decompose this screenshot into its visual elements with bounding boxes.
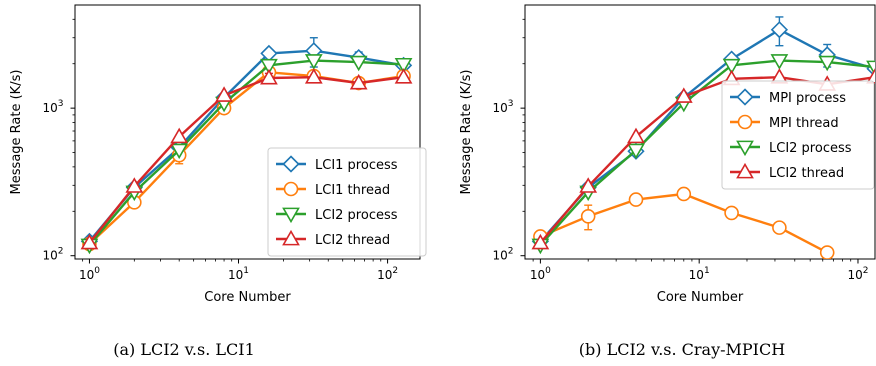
legend-frame <box>721 80 875 190</box>
legend-marker <box>736 140 754 157</box>
legend-marker <box>737 114 753 130</box>
legend-marker <box>282 155 300 173</box>
legend-label: LCI2 thread <box>769 166 844 181</box>
data-point <box>628 192 644 207</box>
legend-item-mpi-thread: MPI thread <box>730 114 839 131</box>
data-point <box>770 21 789 39</box>
data-point <box>722 58 741 75</box>
data-point <box>627 143 645 160</box>
data-point <box>866 60 875 77</box>
data-point <box>580 208 596 224</box>
data-point <box>531 233 550 250</box>
x-axis-label: Core Number <box>657 290 744 305</box>
legend-marker <box>736 162 754 179</box>
data-point <box>125 177 144 193</box>
data-point <box>674 87 693 103</box>
series-line <box>539 28 875 243</box>
data-point <box>579 177 598 193</box>
legend-label: LCI2 process <box>315 208 398 223</box>
legend-item-lci1-process: LCI1 process <box>276 155 398 173</box>
legend-item-lci2-process: LCI2 process <box>730 140 852 157</box>
data-point <box>724 205 739 221</box>
x-axis-label: Core Number <box>204 290 291 305</box>
legend-marker <box>282 207 300 224</box>
data-point <box>304 54 323 70</box>
legend-label: LCI1 process <box>315 158 398 173</box>
data-point <box>394 57 413 74</box>
x-tick-label: 100 <box>530 266 551 282</box>
chart-caption: (b) LCI2 v.s. Cray-MPICH <box>579 340 785 359</box>
data-point <box>818 55 837 72</box>
y-axis-label: Message Rate (K/s) <box>9 70 24 195</box>
data-point <box>772 220 787 235</box>
data-point <box>770 54 789 70</box>
x-tick-label: 101 <box>689 266 710 282</box>
x-tick-label: 100 <box>79 266 100 282</box>
legend-item-lci2-process: LCI2 process <box>276 207 398 224</box>
data-point <box>215 86 233 102</box>
legend-item-lci1-thread: LCI1 thread <box>276 181 390 198</box>
legend-marker <box>282 229 300 246</box>
data-point <box>260 68 278 85</box>
data-point <box>349 55 368 72</box>
series-line <box>88 75 404 244</box>
plot-area <box>80 37 413 255</box>
legend-item-lci2-thread: LCI2 thread <box>730 162 844 181</box>
y-axis-label: Message Rate (K/s) <box>459 70 474 195</box>
axes-frame <box>524 4 876 260</box>
data-point <box>676 186 692 202</box>
legend: LCI1 process LCI1 thread LCI2 process LCI2 … <box>267 147 427 257</box>
legend-label: MPI thread <box>769 116 839 131</box>
legend-marker <box>283 181 299 197</box>
x-tick-label: 102 <box>847 266 868 282</box>
y-tick-label: 103 <box>492 99 513 115</box>
x-tick-label: 102 <box>377 266 398 282</box>
series-line <box>88 59 404 246</box>
plot-area <box>531 16 875 259</box>
legend-frame <box>267 147 427 257</box>
data-point <box>260 58 278 75</box>
y-tick-label: 102 <box>492 247 513 263</box>
data-point <box>394 68 413 84</box>
legend: MPI process MPI thread LCI2 process LCI2 th… <box>721 80 875 190</box>
axes-frame <box>74 4 421 260</box>
data-point <box>170 143 189 160</box>
data-point <box>627 127 645 144</box>
data-point <box>866 68 875 84</box>
legend-label: MPI process <box>769 91 846 106</box>
legend-marker <box>736 88 754 106</box>
chart-panel-b: 100 101 102 102 103 Core Number Message Rate (… <box>459 4 876 359</box>
legend-item-mpi-process: MPI process <box>730 88 846 106</box>
data-point <box>819 245 835 259</box>
legend-label: LCI1 thread <box>315 183 390 198</box>
series-line <box>539 59 875 246</box>
y-tick-label: 103 <box>42 99 63 115</box>
legend-item-lci2-thread: LCI2 thread <box>276 229 390 248</box>
legend-label: LCI2 thread <box>315 233 390 248</box>
series-lci2-thread <box>80 68 413 250</box>
data-point <box>349 73 368 90</box>
legend-label: LCI2 process <box>769 141 852 156</box>
chart-panel-a: 100 101 102 102 103 Core Number Message Rate (… <box>9 4 427 359</box>
data-point <box>80 233 99 250</box>
x-tick-label: 101 <box>228 266 249 282</box>
chart-caption: (a) LCI2 v.s. LCI1 <box>113 340 255 359</box>
data-point <box>170 127 189 144</box>
y-tick-label: 102 <box>42 247 63 263</box>
data-point <box>304 68 323 84</box>
